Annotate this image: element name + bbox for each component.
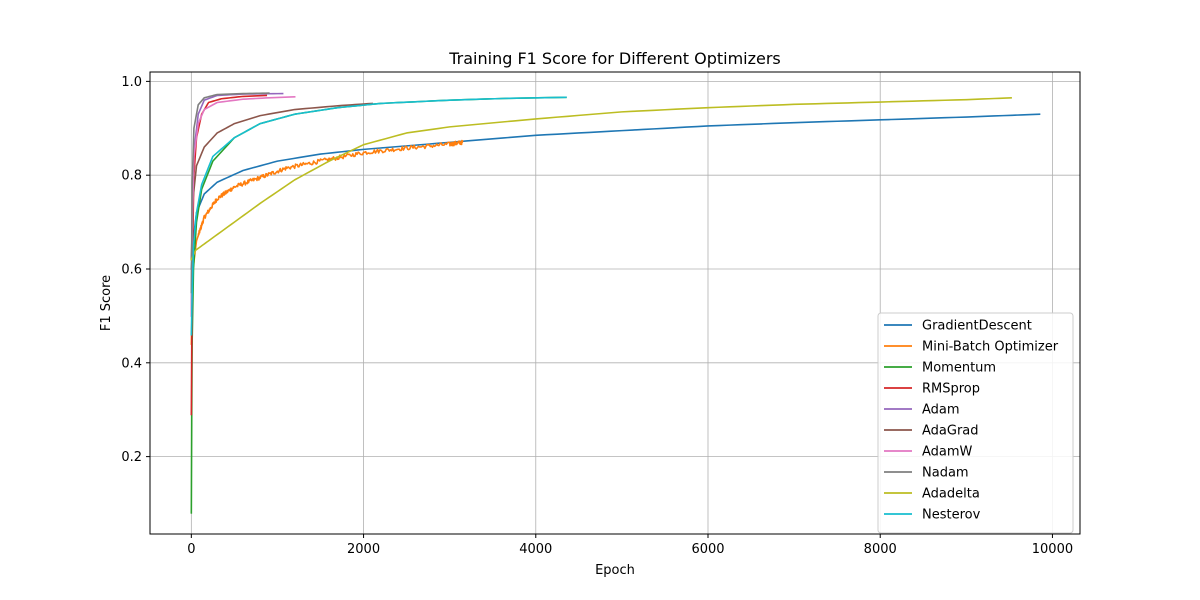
x-tick-label: 10000 xyxy=(1032,542,1073,557)
y-tick-label: 0.4 xyxy=(121,356,142,371)
x-tick-label: 6000 xyxy=(691,542,724,557)
legend: GradientDescent Mini-Batch Optimizer Momen… xyxy=(877,312,1074,534)
legend-label: Adam xyxy=(922,403,960,418)
series-lines xyxy=(190,92,1041,514)
legend-label: AdamW xyxy=(922,445,973,460)
x-tick-label: 2000 xyxy=(347,542,380,557)
y-axis-label: F1 Score xyxy=(99,275,114,331)
legend-label: RMSprop xyxy=(922,382,980,397)
series-line-adagrad xyxy=(190,102,374,261)
x-tick-label: 4000 xyxy=(519,542,552,557)
plot-area-frame xyxy=(149,71,1081,535)
x-tick-label: 8000 xyxy=(864,542,897,557)
y-tick-label: 1.0 xyxy=(121,75,142,90)
series-line-adadelta xyxy=(190,96,1012,261)
legend-label: Nesterov xyxy=(922,508,981,523)
axis-ticks: 0 2000 4000 6000 8000 10000 0.2 0.4 0.6 0.8 1.0 xyxy=(121,75,1073,557)
y-tick-label: 0.2 xyxy=(121,450,142,465)
legend-label: Nadam xyxy=(922,466,969,481)
legend-label: Momentum xyxy=(922,361,996,376)
y-tick-label: 0.6 xyxy=(121,262,142,277)
x-tick-label: 0 xyxy=(187,542,195,557)
legend-box xyxy=(877,312,1074,534)
y-tick-label: 0.8 xyxy=(121,169,142,184)
series-line-nesterov xyxy=(190,96,567,336)
legend-label: GradientDescent xyxy=(922,319,1032,334)
legend-label: AdaGrad xyxy=(922,424,979,439)
legend-label: Adadelta xyxy=(922,487,980,502)
series-line-mini-batch-optimizer xyxy=(190,139,464,345)
series-line-gradientdescent xyxy=(190,113,1041,270)
legend-label: Mini-Batch Optimizer xyxy=(922,340,1059,355)
x-axis-label: Epoch xyxy=(595,563,635,578)
series-line-nadam xyxy=(190,92,270,294)
chart-title: Training F1 Score for Different Optimize… xyxy=(448,49,781,68)
